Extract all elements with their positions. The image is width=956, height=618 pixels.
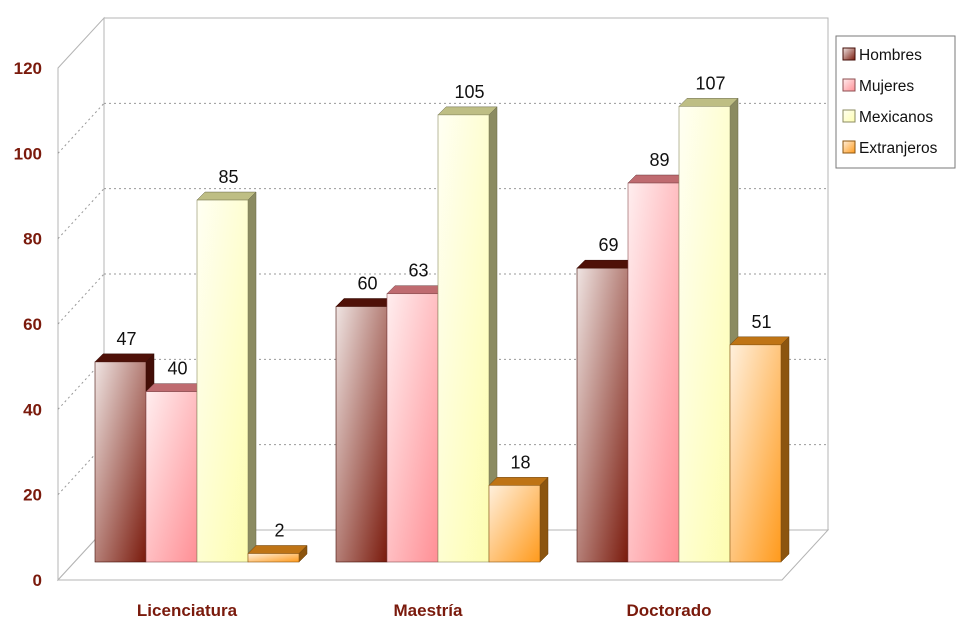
legend-label: Mujeres	[859, 78, 914, 95]
bar	[247, 544, 308, 563]
bar-front	[678, 106, 731, 563]
bar-side	[247, 191, 257, 563]
bar	[145, 383, 206, 563]
bar-front	[335, 306, 388, 563]
y-axis-ticks: 0 20 40 60 80 100 120	[14, 59, 42, 590]
bar	[488, 476, 549, 563]
data-label: 2	[274, 520, 284, 540]
gridline	[57, 273, 105, 325]
bar-top	[678, 98, 739, 107]
data-label: 105	[454, 82, 484, 102]
legend-swatch	[842, 140, 856, 154]
gridline	[57, 188, 105, 240]
legend-swatch	[842, 109, 856, 123]
bar	[386, 285, 447, 563]
x-tick-label: Licenciatura	[137, 601, 238, 618]
bar-top	[386, 285, 447, 294]
bar-top	[335, 298, 396, 307]
data-label: 40	[167, 359, 187, 379]
legend-swatch	[842, 78, 856, 92]
x-tick-label: Maestría	[394, 601, 464, 618]
bar-top	[729, 336, 790, 346]
y-tick-label: 0	[33, 571, 42, 590]
bar-top	[247, 545, 308, 554]
bar-side	[780, 336, 790, 563]
legend: Hombres Mujeres Mexicanos Extranjeros	[835, 35, 956, 169]
bar-front	[627, 182, 680, 563]
legend-label: Extranjeros	[859, 140, 938, 157]
legend-label: Hombres	[859, 47, 922, 64]
bar-side	[539, 476, 549, 563]
x-tick-label: Doctorado	[627, 601, 712, 618]
legend-box	[835, 35, 956, 169]
bars	[94, 97, 790, 563]
data-label: 89	[649, 150, 669, 170]
bar-top	[94, 353, 155, 363]
legend-item: Mexicanos	[842, 109, 933, 126]
bar-front	[488, 485, 541, 563]
bar-front	[437, 114, 490, 563]
y-tick-label: 120	[14, 59, 42, 78]
legend-item: Extranjeros	[842, 140, 938, 157]
bar	[678, 97, 739, 563]
bar-front	[94, 361, 147, 563]
y-tick-label: 20	[23, 486, 42, 505]
x-axis-ticks: Licenciatura Maestría Doctorado	[137, 601, 712, 618]
legend-item: Hombres	[842, 47, 922, 64]
bar-top	[576, 259, 637, 269]
data-label: 63	[408, 261, 428, 281]
data-label: 51	[751, 312, 771, 332]
legend-item: Mujeres	[842, 78, 914, 95]
bar-top	[437, 106, 498, 116]
bar	[94, 353, 155, 563]
y-tick-label: 100	[14, 144, 42, 163]
gridline	[57, 102, 105, 154]
bar-top	[196, 191, 257, 201]
data-label: 107	[695, 73, 725, 93]
data-label: 69	[598, 235, 618, 255]
bar-front	[576, 267, 629, 563]
legend-label: Mexicanos	[859, 109, 933, 126]
bar-top	[488, 477, 549, 486]
y-tick-label: 80	[23, 230, 42, 249]
data-label: 60	[357, 274, 377, 294]
bar-front	[145, 391, 198, 563]
bar	[627, 174, 688, 563]
y-tick-label: 40	[23, 400, 42, 419]
bar-front	[196, 199, 249, 563]
bar	[196, 191, 257, 563]
y-tick-label: 60	[23, 315, 42, 334]
bar	[576, 259, 637, 563]
bar	[335, 297, 396, 563]
legend-swatch	[842, 47, 856, 61]
bar-top	[627, 174, 688, 184]
bar-front	[247, 553, 300, 563]
bar-front	[386, 293, 439, 563]
bar	[729, 336, 790, 563]
data-label: 85	[218, 167, 238, 187]
bar-front	[729, 344, 782, 563]
data-labels: 47 40 85 2 60 63 105 18 69 89 107 51	[116, 73, 771, 540]
data-label: 18	[510, 452, 530, 472]
bar	[437, 106, 498, 563]
bar-top	[145, 383, 206, 392]
data-label: 47	[116, 329, 136, 349]
